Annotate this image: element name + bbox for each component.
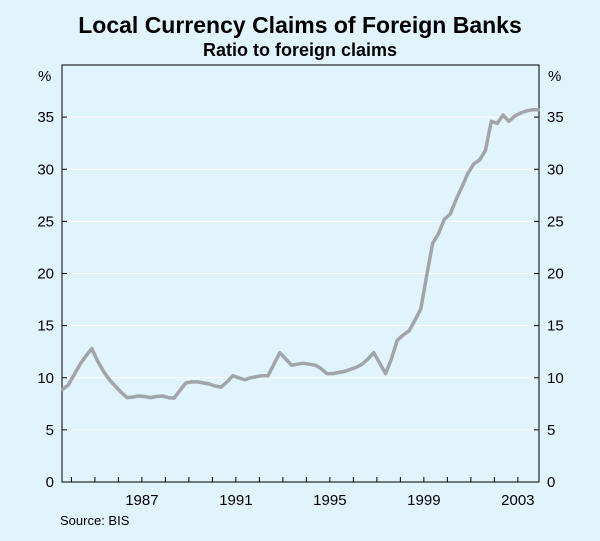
x-tick-label: 1991 <box>219 492 252 509</box>
y-axis-unit-right: % <box>548 68 562 85</box>
y-tick-label-left: 10 <box>37 370 54 387</box>
y-axis-unit-left: % <box>38 68 52 85</box>
x-tick-label: 2003 <box>501 492 534 509</box>
y-tick-label-right: 15 <box>547 318 564 335</box>
y-tick-label-left: 5 <box>46 422 54 439</box>
y-tick-label-right: 0 <box>547 474 555 491</box>
series-line <box>60 108 541 400</box>
y-tick-label-left: 0 <box>46 474 54 491</box>
y-tick-label-left: 20 <box>37 266 54 283</box>
x-tick-label: 1999 <box>407 492 440 509</box>
chart-subtitle: Ratio to foreign claims <box>202 40 398 60</box>
y-tick-label-right: 5 <box>547 422 555 439</box>
y-tick-label-right: 30 <box>547 161 564 178</box>
y-tick-label-left: 35 <box>37 109 54 126</box>
x-tick-label: 1995 <box>313 492 346 509</box>
y-tick-label-left: 25 <box>37 213 54 230</box>
y-tick-label-right: 25 <box>547 213 564 230</box>
y-tick-label-right: 20 <box>547 266 564 283</box>
y-tick-label-left: 30 <box>37 161 54 178</box>
y-tick-label-right: 35 <box>547 109 564 126</box>
x-tick-label: 1987 <box>125 492 158 509</box>
y-tick-label-right: 10 <box>547 370 564 387</box>
source-note: Source: BIS <box>60 513 130 528</box>
y-tick-label-left: 15 <box>37 318 54 335</box>
chart-title: Local Currency Claims of Foreign Banks <box>78 12 522 38</box>
